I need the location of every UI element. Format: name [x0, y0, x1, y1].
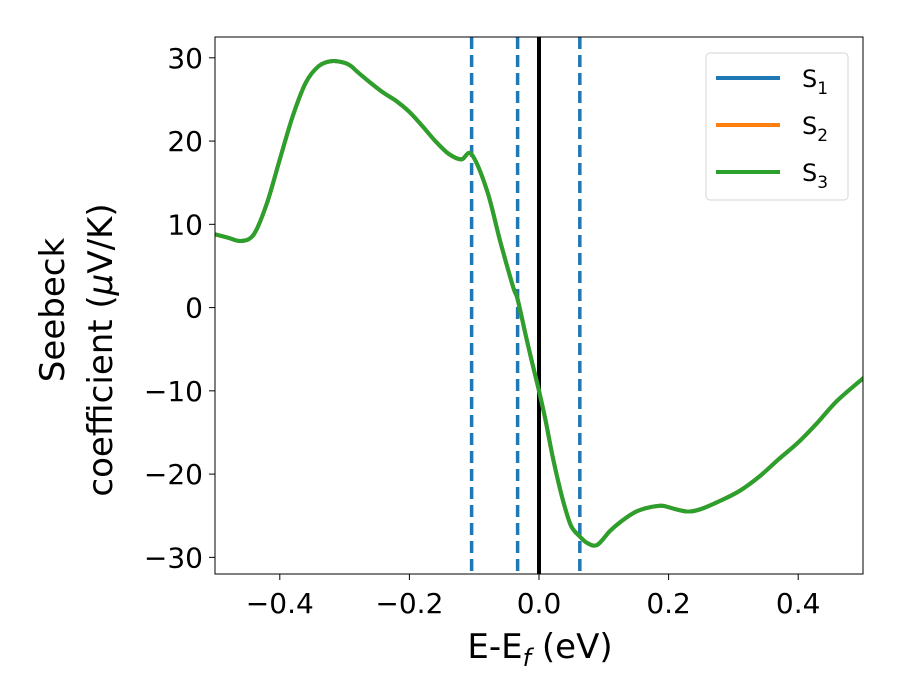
y-tick-label: 30: [167, 42, 203, 75]
y-tick-label: 10: [167, 208, 203, 241]
y-axis-title-line2: coefficient (μV/K): [81, 203, 121, 496]
x-axis-title: E-Ef (eV): [467, 627, 612, 672]
x-tick-label: 0.4: [776, 587, 821, 620]
series-line-s3: [215, 59, 863, 548]
y-axis: 30 20 10 0 −10 −20 −30: [144, 42, 215, 574]
legend-label-s1: S1: [802, 65, 828, 99]
x-tick-label: −0.4: [246, 587, 314, 620]
y-tick-label: 20: [167, 125, 203, 158]
x-axis: −0.4 −0.2 0.0 0.2 0.4: [246, 574, 821, 620]
legend-label-s3: S3: [802, 159, 828, 193]
y-axis-title-line1: Seebeck: [33, 238, 73, 383]
x-tick-label: 0.2: [646, 587, 691, 620]
y-tick-label: −10: [144, 375, 203, 408]
y-tick-label: −20: [144, 458, 203, 491]
y-tick-label: −30: [144, 541, 203, 574]
legend-label-s2: S2: [802, 112, 828, 146]
y-tick-label: 0: [185, 292, 203, 325]
series-layer: [215, 59, 863, 548]
x-tick-label: 0.0: [517, 587, 562, 620]
reference-lines: [469, 37, 582, 574]
legend: S1 S2 S3: [705, 52, 849, 201]
y-axis-title: Seebeck coefficient (μV/K): [33, 203, 121, 496]
x-tick-label: −0.2: [375, 587, 443, 620]
